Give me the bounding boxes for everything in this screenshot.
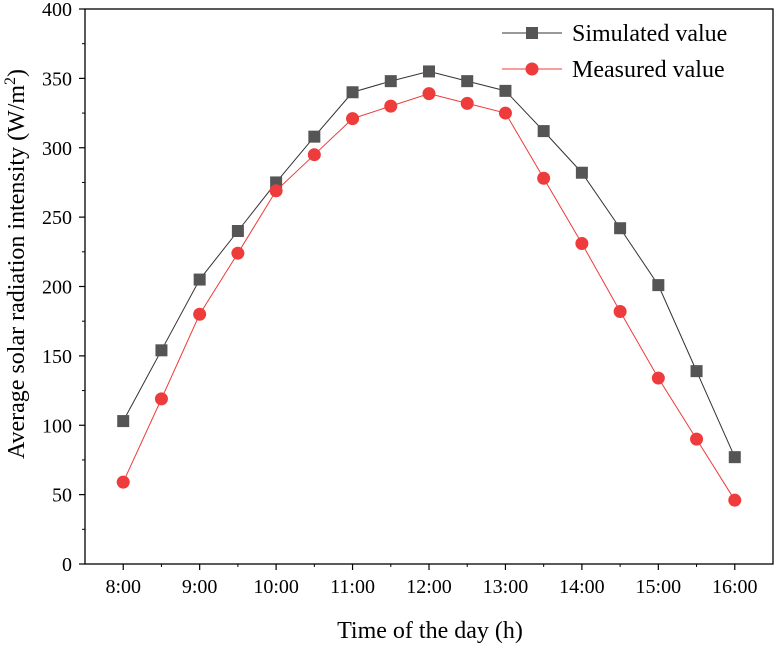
data-point: [575, 166, 588, 179]
data-point: [193, 307, 207, 321]
data-point: [651, 371, 665, 385]
data-point: [155, 344, 168, 357]
data-point: [116, 475, 130, 489]
legend-item: Simulated value: [502, 21, 727, 47]
data-point: [614, 222, 627, 235]
x-tick-label: 13:00: [483, 576, 529, 598]
x-tick-label: 8:00: [105, 576, 141, 598]
data-point: [231, 246, 245, 260]
x-axis-title: Time of the day (h): [337, 618, 523, 644]
y-tick-label: 250: [42, 207, 72, 229]
x-tick-label: 14:00: [559, 576, 605, 598]
x-tick-label: 11:00: [330, 576, 375, 598]
series-layer: [116, 65, 742, 507]
data-point: [231, 225, 244, 237]
y-axis-title-superscript: 2: [2, 77, 19, 85]
data-point: [537, 125, 550, 138]
data-point: [384, 75, 397, 88]
y-tick-label: 50: [52, 485, 72, 507]
x-axis: 8:00 9:00 10:00 11:00 12:00 13:00 14:00 15:00 16…: [105, 564, 758, 598]
legend: Simulated value Measured value: [502, 21, 727, 83]
x-tick-label: 16:00: [712, 576, 758, 598]
data-point: [308, 130, 321, 143]
y-axis-title-close: ): [4, 69, 30, 77]
data-point: [346, 112, 360, 126]
x-tick-label: 9:00: [182, 576, 218, 598]
y-tick-label: 400: [42, 0, 72, 21]
legend-label: Measured value: [572, 57, 725, 83]
legend-item: Measured value: [502, 57, 725, 83]
data-point: [728, 451, 741, 464]
data-point: [613, 304, 627, 318]
data-point: [728, 493, 742, 507]
data-point: [498, 106, 512, 120]
x-tick-label: 10:00: [253, 576, 299, 598]
data-point: [499, 84, 512, 97]
y-tick-label: 0: [62, 554, 72, 576]
x-tick-label: 12:00: [406, 576, 452, 598]
legend-label: Simulated value: [572, 21, 727, 47]
data-point: [422, 87, 436, 101]
data-point: [154, 392, 168, 406]
data-point: [117, 415, 130, 428]
data-point: [307, 148, 321, 162]
y-tick-label: 200: [42, 277, 72, 299]
y-axis: 0 50 100 150 200 250 300 350 400: [42, 0, 85, 576]
series-1: [117, 65, 741, 464]
data-point: [193, 273, 206, 286]
x-tick-label: 15:00: [636, 576, 682, 598]
data-point: [460, 96, 474, 110]
data-point: [575, 236, 589, 250]
y-tick-label: 100: [42, 415, 72, 437]
series-line: [122, 93, 736, 501]
data-point: [461, 75, 474, 88]
series-line: [122, 70, 736, 458]
y-tick-label: 150: [42, 346, 72, 368]
data-point: [384, 99, 398, 113]
y-axis-title-base: Average solar radiation intensity (W/m: [4, 85, 30, 459]
data-point: [690, 365, 703, 378]
data-point: [652, 279, 665, 292]
data-point: [269, 184, 283, 198]
y-tick-label: 350: [42, 68, 72, 90]
legend-marker: [526, 27, 538, 39]
y-tick-label: 300: [42, 138, 72, 160]
data-point: [537, 171, 551, 185]
legend-marker: [525, 62, 539, 76]
series-2: [116, 87, 742, 507]
data-point: [690, 432, 704, 446]
y-axis-title: Average solar radiation intensity (W/m2): [2, 69, 30, 459]
data-point: [346, 86, 359, 99]
data-point: [423, 65, 435, 78]
